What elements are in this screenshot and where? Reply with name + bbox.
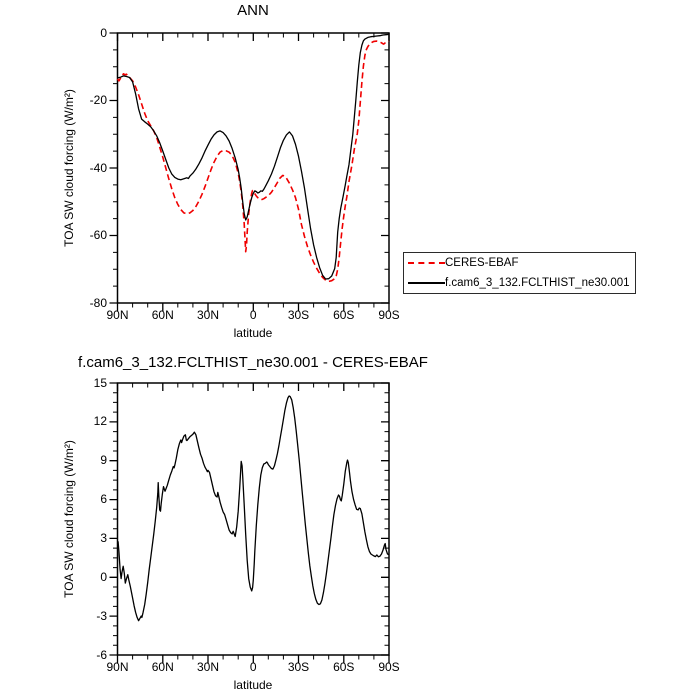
top-chart-series-f-cam6-3-132-fclthist-ne30-001-line — [117, 33, 390, 280]
bottom-chart-frame — [116, 382, 390, 656]
bottom-chart-x-axis-label: latitude — [233, 678, 273, 692]
top-chart-x-tick-label-60S: 60S — [333, 307, 355, 322]
bottom-chart-title: f.cam6_3_132.FCLTHIST_ne30.001 - CERES-E… — [78, 354, 428, 371]
top-chart-title: ANN — [237, 2, 269, 19]
bottom-chart-y-tick-label-15: 15 — [93, 375, 107, 390]
top-chart-major-ticks — [109, 32, 390, 311]
bottom-chart-major-ticks — [109, 382, 390, 663]
bottom-chart-y-tick-label-0: 0 — [100, 569, 107, 584]
top-chart-x-tick-label-0: 0 — [249, 307, 257, 322]
bottom-chart-y-tick-label-12: 12 — [93, 414, 107, 429]
top-chart-y-tick-label--40: -40 — [89, 160, 107, 175]
bottom-chart-x-tick-label-60S: 60S — [333, 659, 355, 674]
legend-line-sample-dashed-red — [408, 262, 445, 265]
bottom-chart-x-tick-label-60N: 60N — [151, 659, 174, 674]
bottom-chart-series-difference-line — [116, 395, 390, 622]
bottom-chart-y-tick-label-6: 6 — [100, 492, 107, 507]
bottom-chart-y-tick-label--6: -6 — [96, 647, 107, 662]
bottom-chart-x-tick-label-30S: 30S — [287, 659, 310, 674]
legend: CERES-EBAF f.cam6_3_132.FCLTHIST_ne30.00… — [403, 252, 636, 294]
top-chart-x-tick-label-60N: 60N — [151, 307, 174, 322]
top-chart-y-tick-label--60: -60 — [89, 228, 107, 242]
bottom-chart-y-tick-label-9: 9 — [100, 453, 107, 468]
legend-label-model: f.cam6_3_132.FCLTHIST_ne30.001 — [445, 276, 630, 289]
bottom-chart-x-tick-label-90N: 90N — [106, 659, 129, 674]
top-chart-x-axis-label: latitude — [233, 326, 273, 340]
bottom-chart-x-tick-label-30N: 30N — [196, 659, 219, 674]
top-chart-series-ceres-ebaf-line — [116, 40, 390, 283]
top-chart-x-tick-label-90N: 90N — [106, 307, 129, 322]
top-chart-x-tick-label-90S: 90S — [378, 307, 400, 322]
top-chart-y-tick-label-0: 0 — [100, 25, 107, 40]
top-chart-minor-ticks — [113, 33, 389, 308]
top-chart-y-tick-label--20: -20 — [89, 93, 107, 107]
top-chart-x-tick-label-30N: 30N — [196, 307, 219, 322]
bottom-chart-x-tick-label-90S: 90S — [378, 659, 400, 674]
bottom-chart-y-tick-label--3: -3 — [96, 608, 107, 623]
bottom-chart-x-tick-label-0: 0 — [249, 659, 257, 674]
legend-label-ceres-ebaf: CERES-EBAF — [445, 257, 519, 270]
bottom-chart-minor-ticks — [113, 383, 389, 660]
top-chart-x-tick-label-30S: 30S — [287, 307, 310, 322]
bottom-chart-y-tick-label-3: 3 — [100, 530, 107, 545]
legend-entry-model: f.cam6_3_132.FCLTHIST_ne30.001 — [408, 273, 635, 292]
legend-line-sample-solid-black — [408, 281, 445, 284]
top-chart-y-tick-label--80: -80 — [89, 295, 107, 310]
legend-entry-ceres-ebaf: CERES-EBAF — [408, 254, 635, 273]
